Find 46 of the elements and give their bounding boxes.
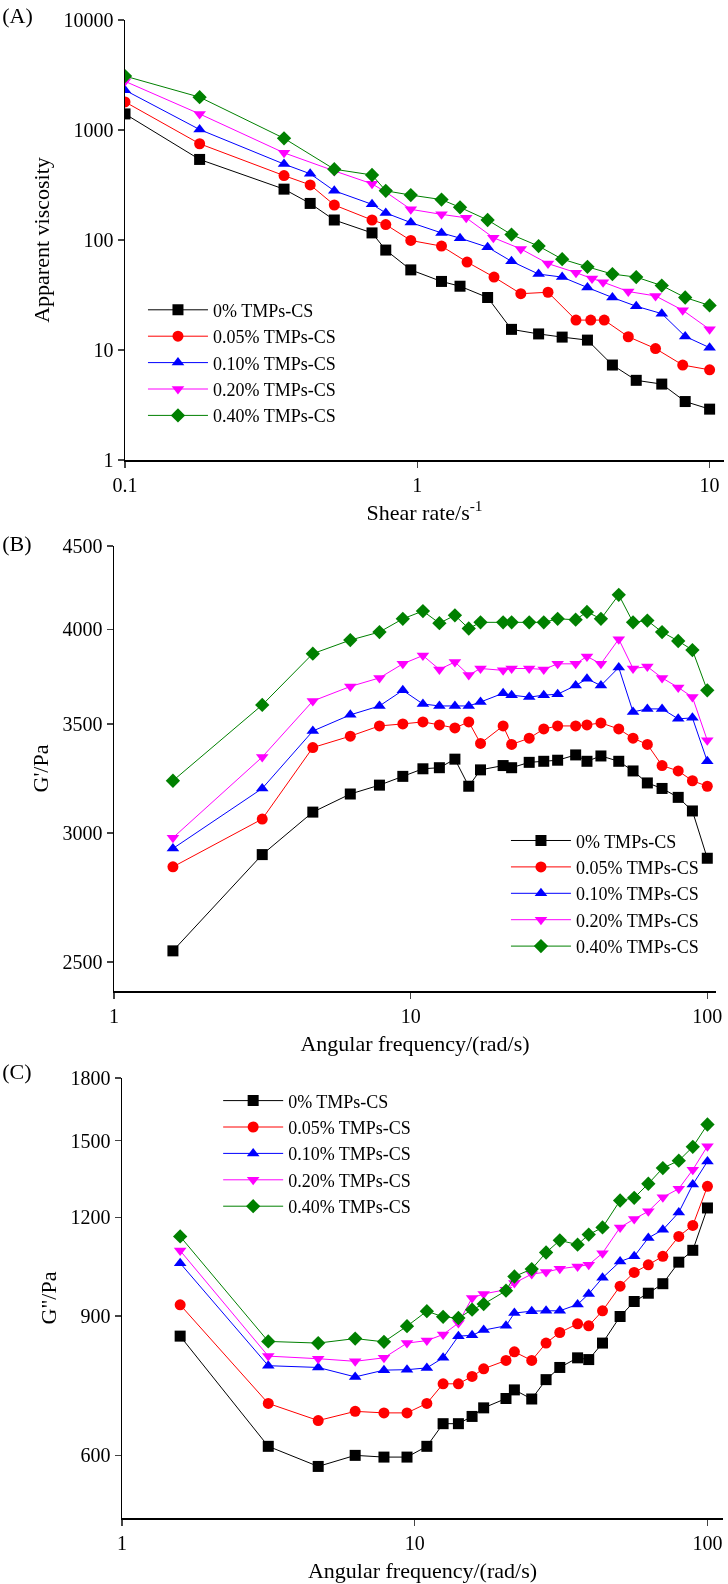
y-axis-title: Apparent viscosity <box>28 157 54 323</box>
legend-label: 0.40% TMPs-CS <box>575 937 699 958</box>
legend-label: 0.20% TMPs-CS <box>288 1170 411 1191</box>
y-tick-label: 10 <box>93 339 114 361</box>
x-tick-label: 10 <box>400 1004 421 1027</box>
y-tick-label: 4000 <box>62 618 103 641</box>
x-tick-label: 100 <box>692 1531 723 1554</box>
legend-label: 0.20% TMPs-CS <box>212 380 336 401</box>
x-tick-label: 0.1 <box>112 473 138 496</box>
legend-label: 0.05% TMPs-CS <box>288 1118 411 1139</box>
y-tick-label: 1000 <box>73 119 114 141</box>
legend-label: 0.10% TMPs-CS <box>575 884 699 905</box>
legend-label: 0% TMPs-CS <box>575 831 677 852</box>
y-tick-label: 1 <box>103 449 114 471</box>
legend-label: 0.20% TMPs-CS <box>575 910 699 931</box>
legend-label: 0.05% TMPs-CS <box>575 857 699 878</box>
y-tick-label: 10000 <box>63 9 114 31</box>
chart-title: (C) <box>2 1059 32 1085</box>
x-axis-title: Angular frequency/(rad/s) <box>300 1031 530 1056</box>
x-tick-label: 10 <box>699 473 720 496</box>
chart-title: (A) <box>2 3 33 29</box>
legend-label: 0.10% TMPs-CS <box>288 1144 411 1165</box>
y-tick-label: 600 <box>80 1444 111 1467</box>
x-tick-label: 100 <box>692 1004 723 1027</box>
y-tick-label: 1500 <box>70 1129 111 1152</box>
legend-label: 0.40% TMPs-CS <box>212 406 336 427</box>
legend-label: 0.40% TMPs-CS <box>288 1197 411 1218</box>
x-tick-label: 1 <box>412 473 423 496</box>
chart-title: (B) <box>2 531 32 557</box>
y-tick-label: 1800 <box>70 1067 111 1089</box>
legend-label: 0.05% TMPs-CS <box>212 327 336 348</box>
y-tick-label: 4500 <box>62 535 103 557</box>
legend-label: 0% TMPs-CS <box>288 1091 389 1112</box>
y-tick-label: 3000 <box>62 822 103 845</box>
y-tick-label: 3500 <box>62 712 103 735</box>
x-tick-label: 10 <box>404 1531 425 1554</box>
legend-label: 0% TMPs-CS <box>212 300 314 321</box>
x-axis-title: Shear rate/s$^{-1}$ <box>366 496 483 526</box>
x-axis-title: Angular frequency/(rad/s) <box>307 1558 538 1584</box>
y-tick-label: 100 <box>83 229 114 251</box>
legend-label: 0.10% TMPs-CS <box>212 353 336 374</box>
y-axis-title: G"/Pa <box>35 1271 61 1325</box>
y-axis-title: G'/Pa <box>27 744 53 793</box>
y-tick-label: 900 <box>80 1305 111 1328</box>
y-tick-label: 1200 <box>70 1206 111 1229</box>
y-tick-label: 2500 <box>62 951 103 974</box>
